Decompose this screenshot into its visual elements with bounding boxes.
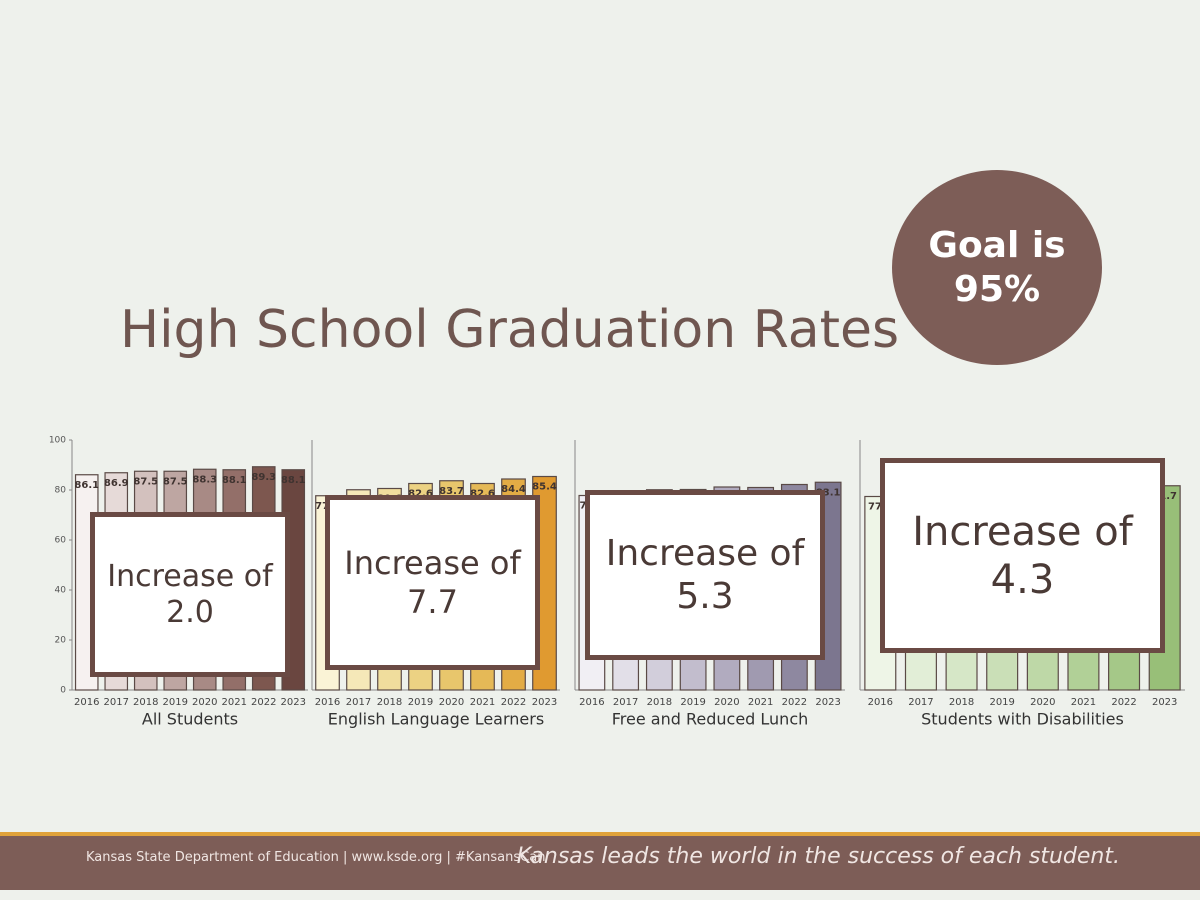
footer-left: Kansas State Department of Education | w… (86, 850, 546, 865)
value-label: 88.1 (281, 475, 306, 486)
x-tick-label: 2022 (251, 697, 276, 708)
value-label: 89.3 (251, 472, 276, 483)
y-tick-label: 20 (55, 636, 67, 646)
increase-note: Increase of 5.3 (585, 490, 825, 660)
chart-title: English Language Learners (328, 710, 544, 729)
x-tick-label: 2021 (1071, 697, 1096, 708)
x-tick-label: 2020 (714, 697, 739, 708)
slide-title: High School Graduation Rates (120, 300, 900, 360)
value-label: 82.6 (470, 489, 495, 500)
increase-note: Increase of 7.7 (325, 495, 540, 670)
x-tick-label: 2022 (782, 697, 807, 708)
value-label: 84.4 (501, 484, 526, 495)
value-label: 82.6 (408, 489, 433, 500)
x-tick-label: 2023 (532, 697, 557, 708)
goal-badge: Goal is 95% (892, 170, 1102, 365)
x-tick-label: 2018 (377, 697, 402, 708)
x-tick-label: 2017 (613, 697, 638, 708)
x-tick-label: 2023 (281, 697, 306, 708)
y-tick-label: 40 (55, 586, 67, 596)
y-tick-label: 80 (55, 486, 67, 496)
x-tick-label: 2017 (908, 697, 933, 708)
x-tick-label: 2022 (1111, 697, 1136, 708)
x-tick-label: 2021 (222, 697, 247, 708)
value-label: 88.3 (192, 474, 217, 485)
value-label: 85.4 (532, 482, 557, 493)
x-tick-label: 2020 (192, 697, 217, 708)
x-tick-label: 2016 (74, 697, 99, 708)
value-label: 83.1 (816, 487, 841, 498)
x-tick-label: 2016 (315, 697, 340, 708)
value-label: 86.9 (104, 478, 129, 489)
x-tick-label: 2023 (815, 697, 840, 708)
x-tick-label: 2017 (104, 697, 129, 708)
x-tick-label: 2020 (439, 697, 464, 708)
chart-title: All Students (142, 710, 238, 729)
value-label: 87.5 (133, 476, 158, 487)
x-tick-label: 2021 (748, 697, 773, 708)
value-label: 83.7 (439, 486, 464, 497)
y-tick-label: 0 (60, 686, 66, 696)
x-tick-label: 2021 (470, 697, 495, 708)
value-label: 88.1 (222, 475, 247, 486)
x-tick-label: 2023 (1152, 697, 1177, 708)
x-tick-label: 2020 (1030, 697, 1055, 708)
footer-tagline: Kansas leads the world in the success of… (516, 844, 1120, 869)
x-tick-label: 2017 (346, 697, 371, 708)
y-tick-label: 60 (55, 536, 67, 546)
increase-note: Increase of 4.3 (880, 458, 1165, 653)
x-tick-label: 2019 (408, 697, 433, 708)
y-tick-label: 100 (49, 436, 66, 446)
x-tick-label: 2016 (579, 697, 604, 708)
x-tick-label: 2019 (680, 697, 705, 708)
value-label: 86.1 (74, 480, 99, 491)
x-tick-label: 2016 (868, 697, 893, 708)
chart-title: Students with Disabilities (921, 710, 1124, 729)
x-tick-label: 2018 (647, 697, 672, 708)
footer: Kansas State Department of Education | w… (0, 832, 1200, 890)
x-tick-label: 2022 (501, 697, 526, 708)
x-tick-label: 2019 (989, 697, 1014, 708)
chart-title: Free and Reduced Lunch (612, 710, 809, 729)
value-label: 87.5 (163, 476, 188, 487)
x-tick-label: 2018 (133, 697, 158, 708)
x-tick-label: 2019 (163, 697, 188, 708)
x-tick-label: 2018 (949, 697, 974, 708)
increase-note: Increase of 2.0 (90, 512, 290, 677)
